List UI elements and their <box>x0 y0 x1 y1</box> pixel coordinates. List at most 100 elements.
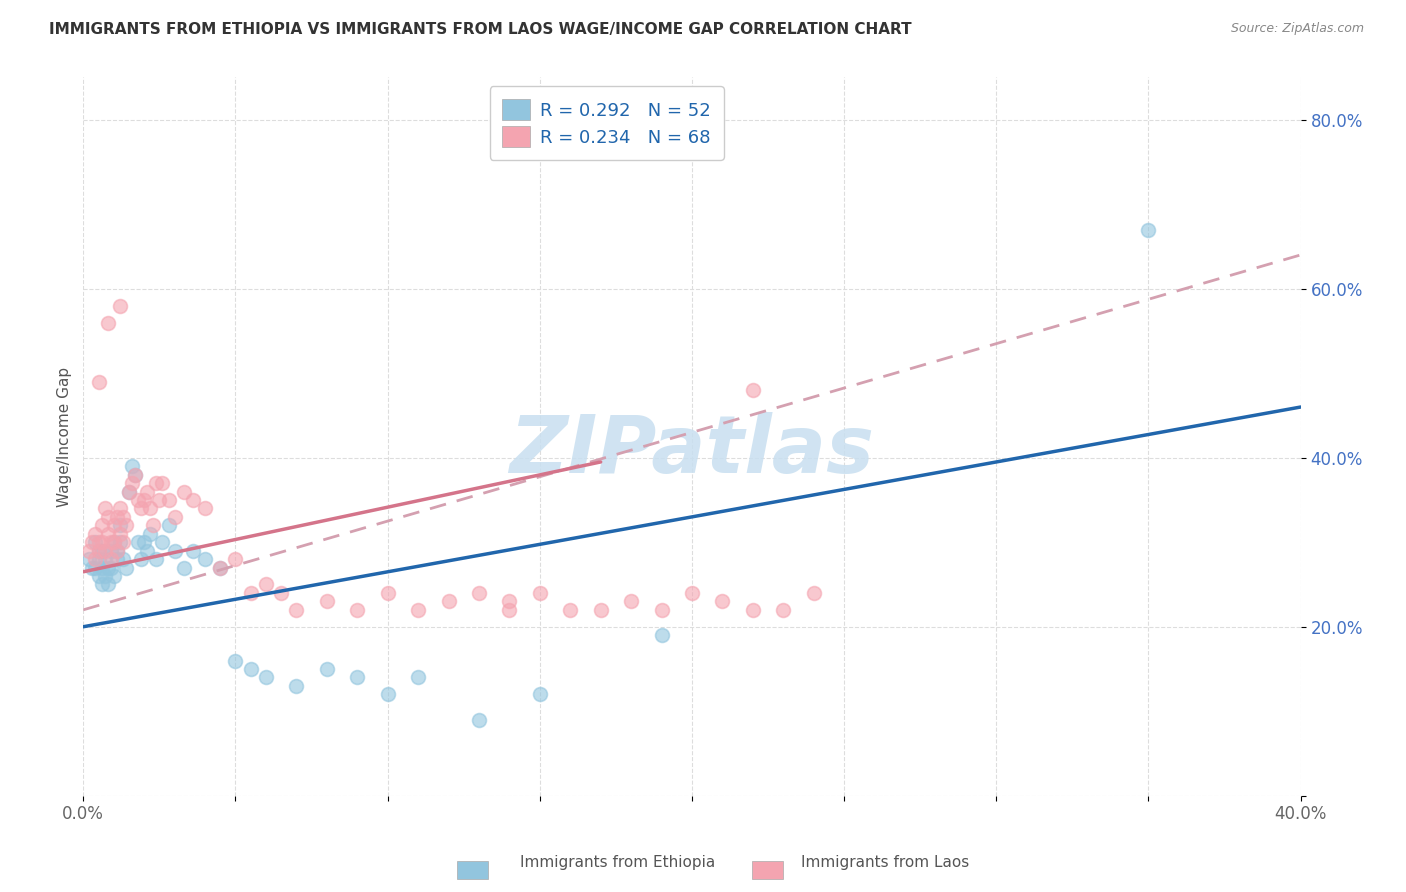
Point <box>124 467 146 482</box>
Point <box>97 577 120 591</box>
Point <box>529 586 551 600</box>
Point <box>173 560 195 574</box>
Point <box>270 586 292 600</box>
Point <box>136 484 159 499</box>
Point <box>87 543 110 558</box>
Point <box>108 526 131 541</box>
Text: Immigrants from Laos: Immigrants from Laos <box>801 855 970 870</box>
Point <box>100 535 122 549</box>
Point <box>103 535 125 549</box>
Point <box>148 493 170 508</box>
Point <box>115 518 138 533</box>
Point <box>163 509 186 524</box>
Point <box>93 543 115 558</box>
Point <box>79 543 101 558</box>
Point <box>254 670 277 684</box>
Point <box>121 476 143 491</box>
Point <box>377 687 399 701</box>
Point <box>589 603 612 617</box>
Point <box>741 383 763 397</box>
Point <box>84 560 107 574</box>
Point <box>82 560 104 574</box>
Point <box>711 594 734 608</box>
Point <box>152 535 174 549</box>
Point <box>498 603 520 617</box>
Point <box>437 594 460 608</box>
Point <box>209 560 232 574</box>
Point <box>468 713 491 727</box>
Point <box>620 594 643 608</box>
Point <box>239 586 262 600</box>
Point <box>97 509 120 524</box>
Point <box>209 560 232 574</box>
Point <box>529 687 551 701</box>
Point <box>82 535 104 549</box>
Point <box>87 569 110 583</box>
Point <box>90 543 112 558</box>
Point <box>111 552 134 566</box>
Point <box>163 543 186 558</box>
Point <box>285 603 308 617</box>
Point <box>90 535 112 549</box>
Legend: R = 0.292   N = 52, R = 0.234   N = 68: R = 0.292 N = 52, R = 0.234 N = 68 <box>489 87 724 160</box>
Point <box>118 484 141 499</box>
Point <box>346 670 368 684</box>
Point <box>224 654 246 668</box>
Y-axis label: Wage/Income Gap: Wage/Income Gap <box>58 367 72 507</box>
Point <box>84 552 107 566</box>
Point <box>741 603 763 617</box>
Point <box>560 603 582 617</box>
Point <box>157 493 180 508</box>
Text: Immigrants from Ethiopia: Immigrants from Ethiopia <box>520 855 716 870</box>
Point <box>139 526 162 541</box>
Point <box>93 552 115 566</box>
Point <box>118 484 141 499</box>
Point <box>108 501 131 516</box>
Point <box>111 509 134 524</box>
Point <box>87 535 110 549</box>
Point <box>181 493 204 508</box>
Point <box>84 526 107 541</box>
Point <box>87 552 110 566</box>
Point <box>651 628 673 642</box>
Point <box>194 501 217 516</box>
Point <box>121 459 143 474</box>
Point <box>90 577 112 591</box>
Point <box>239 662 262 676</box>
Point <box>285 679 308 693</box>
Point <box>100 543 122 558</box>
Point <box>346 603 368 617</box>
Point <box>127 493 149 508</box>
Point <box>139 501 162 516</box>
Point <box>90 518 112 533</box>
Point <box>681 586 703 600</box>
Point <box>79 552 101 566</box>
Point <box>315 662 337 676</box>
Point <box>105 552 128 566</box>
Point <box>115 560 138 574</box>
Point <box>111 535 134 549</box>
Point <box>134 535 156 549</box>
Point <box>651 603 673 617</box>
Point <box>103 535 125 549</box>
Point <box>97 560 120 574</box>
Point <box>803 586 825 600</box>
Point <box>93 569 115 583</box>
Point <box>127 535 149 549</box>
Point <box>93 501 115 516</box>
Point <box>145 476 167 491</box>
Point <box>152 476 174 491</box>
Point <box>498 594 520 608</box>
Point <box>377 586 399 600</box>
Point <box>124 467 146 482</box>
Point <box>97 526 120 541</box>
Point <box>84 535 107 549</box>
Point <box>406 603 429 617</box>
Point <box>108 518 131 533</box>
Text: Source: ZipAtlas.com: Source: ZipAtlas.com <box>1230 22 1364 36</box>
Text: ZIPatlas: ZIPatlas <box>509 412 875 490</box>
Point <box>108 299 131 313</box>
Point <box>129 501 152 516</box>
Point <box>100 552 122 566</box>
Point <box>103 518 125 533</box>
